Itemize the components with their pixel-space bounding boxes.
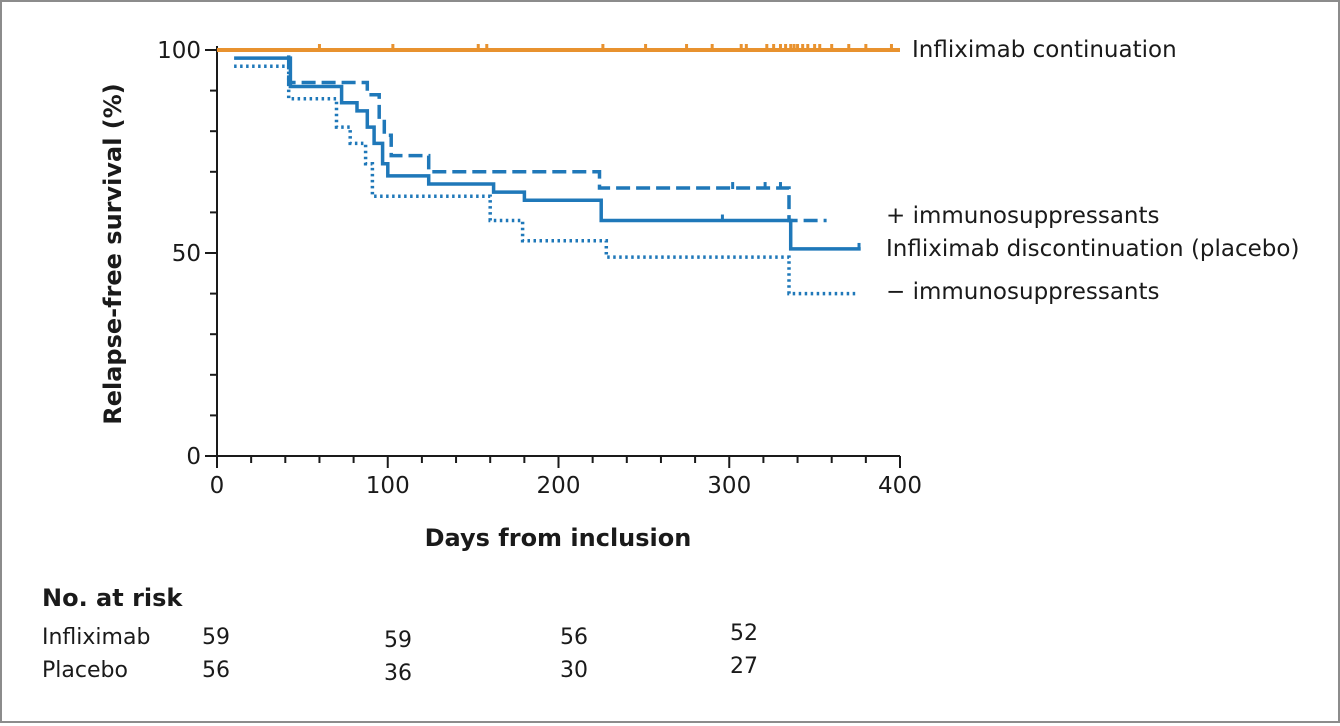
- series-line-minus-immunosuppressants: [234, 64, 858, 296]
- y-axis-title: Relapse-free survival (%): [99, 83, 127, 425]
- x-tick-label-0: 0: [210, 473, 225, 499]
- x-tick-label-100: 100: [366, 473, 410, 499]
- risk-table: Infliximab 59 59 56 52 Placebo 56 36 30 27: [42, 621, 758, 686]
- risk-value-infliximab-1: 59: [384, 628, 412, 653]
- x-tick-label-300: 300: [707, 473, 751, 499]
- risk-value-placebo-2: 30: [560, 658, 588, 683]
- risk-value-placebo-1: 36: [384, 661, 412, 686]
- risk-value-placebo-0: 56: [202, 658, 230, 683]
- x-tick-label-400: 400: [878, 473, 922, 499]
- chart-axes: 0 50 100 0 100 200 300 400: [157, 38, 922, 499]
- label-minus-immunosuppressants: − immunosuppressants: [886, 279, 1160, 305]
- risk-table-heading: No. at risk: [42, 584, 183, 612]
- series-layer: [217, 44, 900, 296]
- x-tick-label-200: 200: [537, 473, 581, 499]
- label-infliximab-continuation: Infliximab continuation: [912, 37, 1177, 63]
- label-plus-immunosuppressants: + immunosuppressants: [886, 203, 1160, 229]
- risk-value-placebo-3: 27: [730, 654, 758, 679]
- y-tick-label-100: 100: [157, 38, 201, 64]
- y-tick-label-50: 50: [172, 241, 201, 267]
- y-tick-label-0: 0: [186, 444, 201, 470]
- x-axis-title: Days from inclusion: [425, 524, 692, 552]
- risk-value-infliximab-3: 52: [730, 621, 758, 646]
- series-line-discontinuation-placebo: [234, 56, 861, 251]
- label-infliximab-discontinuation: Infliximab discontinuation (placebo): [886, 236, 1299, 262]
- series-line-plus-immunosuppressants: [234, 48, 827, 223]
- risk-value-infliximab-2: 56: [560, 625, 588, 650]
- risk-row-label-placebo: Placebo: [42, 658, 128, 683]
- risk-value-infliximab-0: 59: [202, 625, 230, 650]
- risk-row-label-infliximab: Infliximab: [42, 625, 150, 650]
